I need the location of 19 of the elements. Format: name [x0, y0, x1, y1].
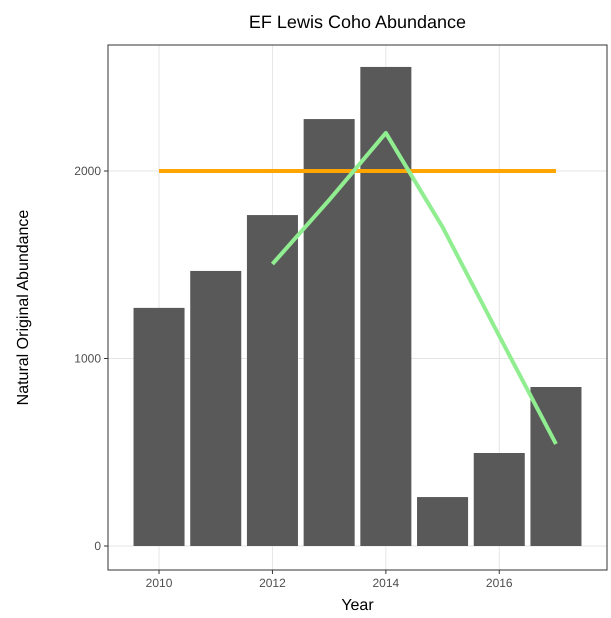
y-tick-label: 2000: [74, 164, 102, 178]
bar: [190, 270, 242, 546]
bar: [134, 308, 185, 546]
bar: [246, 215, 298, 546]
bar: [304, 119, 355, 546]
bar: [417, 497, 468, 546]
y-tick-label: 1000: [74, 352, 102, 366]
line-series: [270, 130, 558, 446]
x-tick-label: 2014: [372, 576, 400, 590]
chart-title: EF Lewis Coho Abundance: [248, 12, 466, 32]
x-tick-label: 2016: [486, 576, 513, 590]
bar: [474, 453, 525, 546]
x-tick-label: 2012: [259, 576, 286, 590]
y-tick-label: 0: [94, 539, 102, 554]
y-axis-title: Natural Original Abundance: [15, 210, 32, 406]
x-tick-label: 2010: [146, 576, 173, 590]
bar: [530, 387, 582, 546]
x-axis-title: Year: [341, 597, 374, 614]
bar: [360, 66, 412, 546]
